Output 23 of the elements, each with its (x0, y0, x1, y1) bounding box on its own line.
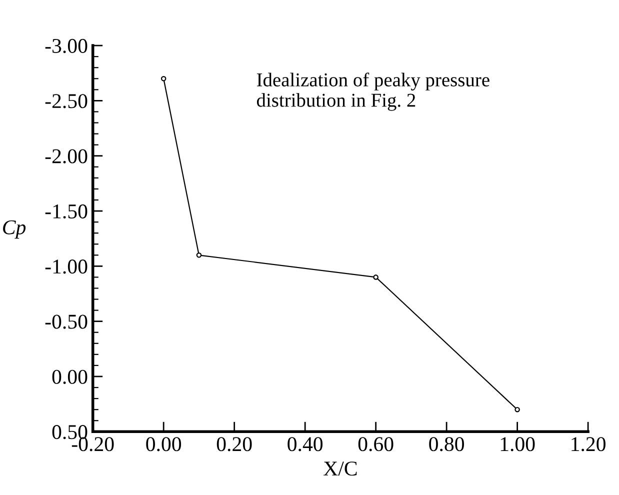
x-tick-label: 0.20 (216, 437, 252, 452)
y-tick-label: -1.50 (45, 204, 88, 219)
point (373, 274, 378, 280)
y-tick-label: -2.00 (45, 149, 88, 164)
x-tick-label: 1.20 (572, 437, 606, 452)
x-tick-label: 1.00 (500, 437, 535, 452)
point (160, 76, 166, 82)
annotation: Idealization of peaky pressure distribution in Fig. 2 (256, 72, 490, 111)
y-tick-label: -3.00 (45, 38, 88, 54)
y-tick-label: -2.50 (45, 94, 88, 108)
point (196, 252, 202, 258)
x-tick-label: 0.00 (146, 437, 182, 452)
y-axis-title: Cp (3, 220, 26, 239)
y-tick-label: 0.50 (52, 425, 88, 440)
x-tick-label: 0.80 (429, 437, 464, 452)
y-tick-label: 0.00 (52, 370, 88, 384)
x-axis-title: X/C (324, 462, 357, 476)
y-tick-label: -1.00 (45, 260, 88, 274)
x-tick-label: -0.20 (72, 437, 114, 452)
x-tick-label: 0.60 (358, 437, 394, 452)
x-tick-label: 0.40 (288, 437, 323, 452)
y-tick-label: -0.50 (45, 314, 88, 329)
point (514, 406, 520, 412)
